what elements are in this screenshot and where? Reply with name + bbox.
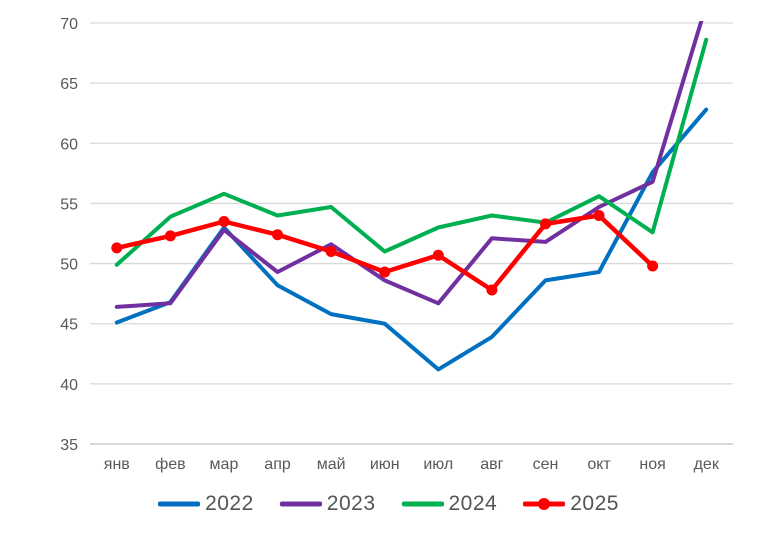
legend-label: 2024 [448, 492, 498, 515]
x-tick-label: фев [155, 456, 186, 473]
marker-dot-2025 [325, 246, 337, 257]
x-axis: янв фев мар апр май июн июл авг сен окт ноя дек [104, 456, 720, 473]
x-tick-label: авг [480, 456, 503, 473]
marker-dot-2025 [432, 249, 444, 261]
plot-area [111, 21, 709, 372]
marker-dot-2025 [379, 266, 391, 278]
series-line-2024 [114, 37, 709, 267]
x-tick-label: окт [587, 456, 611, 473]
y-tick-label: 55 [60, 196, 78, 213]
marker-dot-2025 [218, 216, 230, 227]
y-tick-label: 45 [60, 317, 78, 334]
legend-label: 2025 [570, 492, 619, 515]
x-tick-label: июн [370, 456, 400, 473]
legend-swatch [523, 498, 566, 510]
x-tick-label: июл [423, 456, 453, 473]
x-tick-label: дек [694, 456, 720, 473]
legend-label: 2022 [205, 492, 254, 515]
legend-swatch [158, 501, 201, 507]
legend-item-2025: 2025 [523, 492, 619, 516]
legend-swatch [279, 501, 322, 507]
marker-dot-2025 [111, 242, 123, 254]
y-tick-label: 60 [60, 136, 78, 153]
chart-legend: 2022 2023 2024 2025 [0, 492, 777, 516]
marker-dot-2025 [540, 218, 551, 230]
x-tick-label: янв [104, 456, 130, 473]
x-tick-label: май [317, 456, 346, 473]
marker-dot-2025 [593, 210, 605, 221]
marker-dot-2025 [486, 284, 498, 296]
marker-dot-2025 [272, 229, 283, 241]
legend-swatch [401, 501, 444, 507]
legend-item-2022: 2022 [158, 492, 254, 516]
marker-dot-2025 [647, 260, 659, 272]
x-tick-label: ноя [639, 456, 665, 473]
x-tick-label: мар [210, 456, 239, 473]
y-tick-label: 50 [60, 257, 78, 274]
x-tick-label: апр [264, 456, 291, 473]
y-tick-label: 65 [60, 76, 78, 93]
marker-dot-2025 [164, 230, 176, 242]
y-tick-label: 40 [60, 377, 78, 394]
line-chart-canvas: 35 40 45 50 55 60 65 70 янв фев мар апр май июн июл авг… [60, 16, 733, 473]
y-tick-label: 70 [60, 16, 78, 33]
x-tick-label: сен [533, 456, 559, 473]
y-axis: 35 40 45 50 55 60 65 70 [60, 16, 78, 454]
legend-label: 2023 [326, 492, 376, 515]
y-tick-label: 35 [60, 437, 78, 454]
legend-item-2024: 2024 [401, 492, 498, 516]
legend-item-2023: 2023 [279, 492, 376, 516]
